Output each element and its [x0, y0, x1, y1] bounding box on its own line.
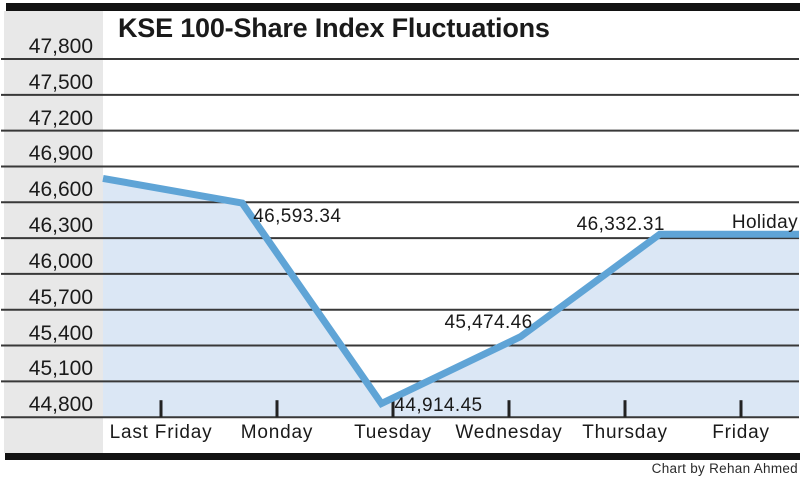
- y-tick-label: 47,500: [28, 70, 93, 94]
- point-label: 45,474.46: [444, 311, 533, 333]
- x-category-label: Thursday: [582, 422, 668, 443]
- y-tick-label: 45,700: [28, 285, 93, 309]
- x-category-label: Friday: [712, 422, 770, 443]
- y-axis-band: [4, 11, 103, 453]
- y-tick-label: 44,800: [28, 393, 93, 417]
- y-tick-label: 46,000: [28, 249, 93, 273]
- x-category-label: Monday: [240, 422, 314, 443]
- top-rule: [6, 3, 800, 11]
- point-label: 46,332.31: [576, 214, 665, 236]
- credit-text: Chart by Rehan Ahmed: [651, 461, 798, 476]
- chart-title: KSE 100-Share Index Fluctuations: [118, 13, 550, 43]
- y-tick-label: 46,300: [28, 214, 93, 238]
- x-category-label: Wednesday: [455, 422, 563, 443]
- y-tick-label: 47,200: [28, 106, 93, 130]
- y-tick-label: 46,900: [28, 142, 93, 166]
- point-label: 44,914.45: [394, 394, 483, 416]
- x-category-label: Last Friday: [109, 422, 213, 443]
- y-tick-label: 45,400: [28, 321, 93, 345]
- y-tick-label: 46,600: [28, 178, 93, 202]
- x-category-label: Tuesday: [354, 422, 432, 443]
- series-line: [102, 174, 799, 408]
- bottom-rule: [5, 453, 800, 460]
- point-label: Holiday: [731, 212, 798, 234]
- y-tick-label: 47,800: [28, 35, 93, 58]
- series-area-fill: [103, 178, 799, 418]
- y-tick-label: 45,100: [28, 357, 93, 381]
- point-label: 46,593.34: [253, 206, 342, 228]
